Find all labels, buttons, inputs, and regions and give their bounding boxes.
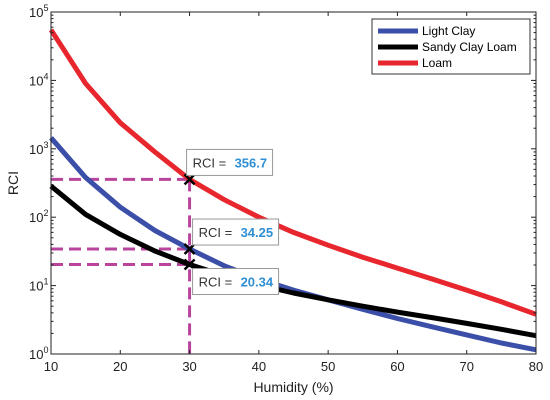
series-line [49, 136, 537, 353]
x-axis-ticks: 10 20 30 40 50 60 70 80 [44, 12, 543, 374]
data-tip-label: RCI = [199, 225, 233, 240]
data-tip-label: RCI = [199, 275, 233, 290]
x-tick-label: 50 [321, 359, 335, 374]
x-tick-label: 70 [459, 359, 473, 374]
legend: Light Clay Sandy Clay Loam Loam [371, 18, 531, 75]
y-axis-label: RCI [5, 171, 21, 195]
data-tip-value: 20.34 [241, 275, 274, 290]
x-tick-label: 40 [252, 359, 266, 374]
x-tick-label: 30 [182, 359, 196, 374]
y-tick-label: 105 [29, 3, 48, 20]
series-line [48, 28, 537, 317]
x-tick-label: 10 [44, 359, 58, 374]
data-tip-box [192, 218, 280, 246]
y-tick-label: 102 [29, 208, 48, 225]
y-tick-label: 101 [29, 277, 48, 294]
legend-entry-label: Sandy Clay Loam [422, 40, 517, 54]
x-tick-label: 60 [390, 359, 404, 374]
y-tick-label: 100 [29, 345, 48, 362]
x-tick-label: 80 [529, 359, 543, 374]
y-axis-ticks: 100 101 102 103 104 105 [29, 3, 536, 362]
y-tick-label: 103 [29, 140, 48, 157]
guide-lines [51, 177, 192, 354]
plot-frame [50, 11, 537, 355]
data-tip-value: 34.25 [241, 225, 274, 240]
data-tip-label: RCI = [193, 155, 227, 170]
data-tip-value: 356.7 [235, 155, 268, 170]
series-line [49, 184, 537, 339]
data-tips: RCI = 356.7 RCI = 34.25 RCI = 20.34 [186, 148, 280, 296]
legend-entry-label: Light Clay [422, 24, 475, 38]
series-lines [48, 28, 537, 353]
legend-entry-label: Loam [422, 56, 452, 70]
y-tick-label: 104 [29, 71, 48, 88]
cross-marker-stroke [183, 243, 196, 255]
x-axis-label: Humidity (%) [253, 379, 333, 395]
data-tip-box [186, 148, 274, 176]
data-tip-box [192, 268, 280, 296]
cross-marker-stroke [183, 173, 196, 186]
x-tick-label: 20 [113, 359, 127, 374]
cross-markers [183, 173, 196, 271]
cross-marker-stroke [183, 258, 196, 271]
